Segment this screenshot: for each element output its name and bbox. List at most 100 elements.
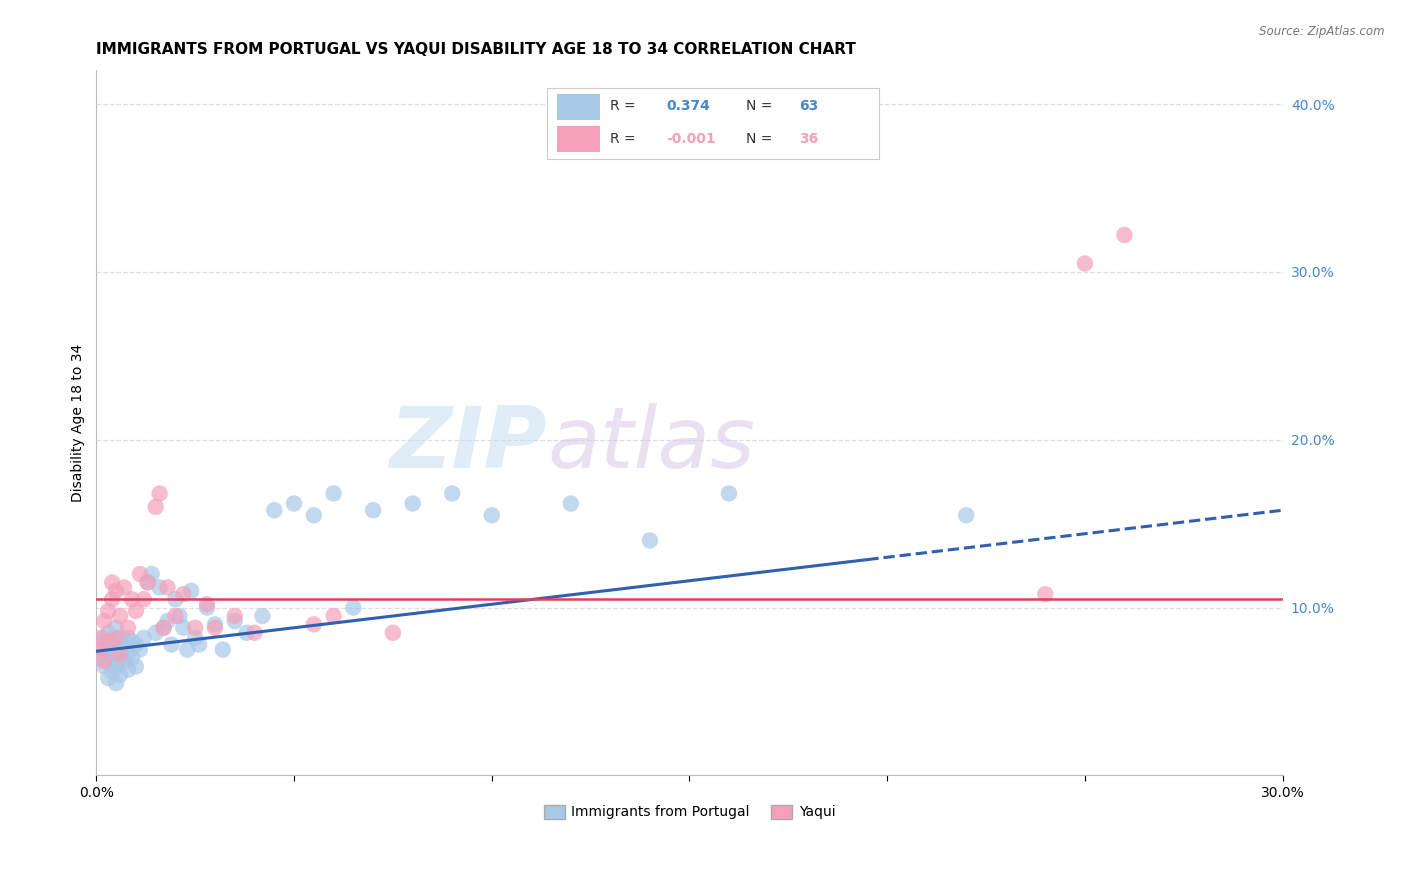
Point	[243, 625, 266, 640]
Y-axis label: Disability Age 18 to 34: Disability Age 18 to 34	[72, 343, 86, 502]
Point	[322, 609, 344, 624]
Point	[125, 638, 148, 652]
Point	[121, 634, 143, 648]
Point	[955, 508, 977, 523]
Point	[302, 508, 325, 523]
Point	[224, 614, 246, 628]
Point	[204, 617, 226, 632]
Point	[128, 567, 150, 582]
Point	[156, 614, 179, 628]
Point	[132, 592, 155, 607]
Point	[560, 496, 582, 510]
Point	[97, 654, 120, 668]
Point	[97, 671, 120, 685]
Point	[212, 642, 235, 657]
Point	[235, 625, 257, 640]
Point	[361, 503, 384, 517]
Point	[176, 642, 198, 657]
Point	[172, 587, 194, 601]
Point	[263, 503, 285, 517]
Point	[101, 575, 124, 590]
Point	[97, 625, 120, 640]
Point	[117, 631, 139, 645]
Point	[169, 609, 191, 624]
Point	[97, 634, 120, 648]
Point	[125, 604, 148, 618]
Point	[89, 638, 111, 652]
Point	[195, 600, 218, 615]
Point	[224, 609, 246, 624]
Point	[93, 642, 115, 657]
Point	[112, 654, 135, 668]
Legend: Immigrants from Portugal, Yaqui: Immigrants from Portugal, Yaqui	[538, 799, 841, 825]
Point	[105, 676, 128, 690]
Point	[97, 642, 120, 657]
Point	[136, 575, 159, 590]
Point	[117, 621, 139, 635]
Point	[108, 667, 131, 681]
Point	[108, 609, 131, 624]
Point	[101, 665, 124, 679]
Point	[121, 592, 143, 607]
Point	[121, 651, 143, 665]
Point	[283, 496, 305, 510]
Text: atlas: atlas	[547, 402, 755, 485]
Point	[1033, 587, 1056, 601]
Point	[101, 648, 124, 662]
Point	[638, 533, 661, 548]
Point	[195, 597, 218, 611]
Point	[204, 621, 226, 635]
Point	[188, 638, 211, 652]
Point	[145, 625, 167, 640]
Point	[136, 575, 159, 590]
Point	[149, 581, 172, 595]
Point	[112, 581, 135, 595]
Point	[1114, 227, 1136, 242]
Point	[93, 631, 115, 645]
Point	[117, 663, 139, 677]
Point	[381, 625, 404, 640]
Point	[132, 631, 155, 645]
Point	[108, 651, 131, 665]
Point	[89, 642, 111, 657]
Point	[184, 631, 207, 645]
Point	[402, 496, 425, 510]
Point	[145, 500, 167, 514]
Text: IMMIGRANTS FROM PORTUGAL VS YAQUI DISABILITY AGE 18 TO 34 CORRELATION CHART: IMMIGRANTS FROM PORTUGAL VS YAQUI DISABI…	[97, 42, 856, 57]
Point	[441, 486, 464, 500]
Point	[128, 642, 150, 657]
Point	[152, 621, 174, 635]
Point	[105, 642, 128, 657]
Point	[160, 638, 183, 652]
Point	[93, 654, 115, 668]
Point	[141, 567, 163, 582]
Text: Source: ZipAtlas.com: Source: ZipAtlas.com	[1260, 25, 1385, 38]
Point	[342, 600, 364, 615]
Point	[89, 651, 111, 665]
Point	[112, 638, 135, 652]
Point	[105, 631, 128, 645]
Point	[108, 648, 131, 662]
Point	[108, 631, 131, 645]
Point	[165, 592, 187, 607]
Point	[97, 604, 120, 618]
Point	[165, 609, 187, 624]
Point	[93, 614, 115, 628]
Point	[105, 659, 128, 673]
Point	[152, 621, 174, 635]
Point	[101, 634, 124, 648]
Point	[302, 617, 325, 632]
Point	[172, 621, 194, 635]
Point	[180, 583, 202, 598]
Point	[1074, 256, 1097, 270]
Point	[156, 581, 179, 595]
Point	[101, 592, 124, 607]
Point	[481, 508, 503, 523]
Point	[184, 621, 207, 635]
Text: ZIP: ZIP	[389, 402, 547, 485]
Point	[105, 583, 128, 598]
Point	[717, 486, 740, 500]
Point	[105, 621, 128, 635]
Point	[117, 646, 139, 660]
Point	[125, 659, 148, 673]
